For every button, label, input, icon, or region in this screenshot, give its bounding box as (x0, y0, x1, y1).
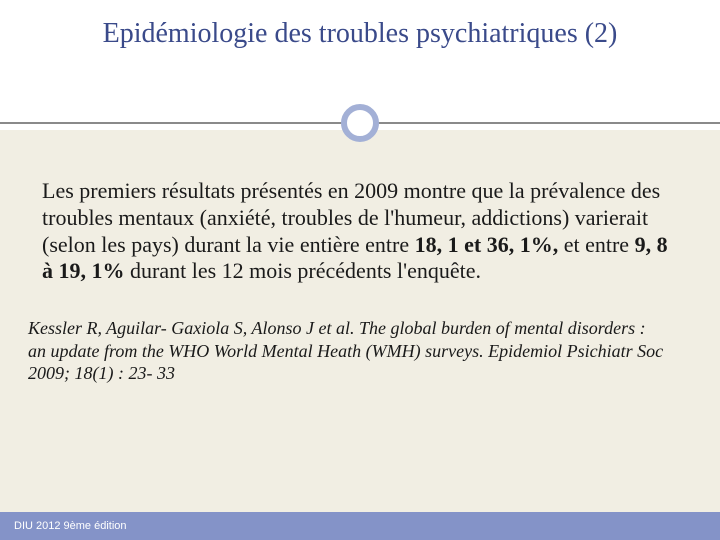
ring-icon (341, 104, 379, 142)
slide-title: Epidémiologie des troubles psychiatrique… (30, 18, 690, 50)
body-post: durant les 12 mois précédents l'enquête. (125, 258, 481, 283)
slide: Epidémiologie des troubles psychiatrique… (0, 0, 720, 540)
body-mid: et entre (558, 232, 634, 257)
body-area: Les premiers résultats présentés en 2009… (0, 130, 720, 512)
footer-bar: DIU 2012 9ème édition (0, 512, 720, 540)
body-bold-1: 18, 1 et 36, 1%, (415, 232, 559, 257)
footer-text: DIU 2012 9ème édition (14, 520, 127, 532)
citation-text: Kessler R, Aguilar- Gaxiola S, Alonso J … (28, 317, 668, 385)
body-paragraph: Les premiers résultats présentés en 2009… (42, 178, 678, 285)
